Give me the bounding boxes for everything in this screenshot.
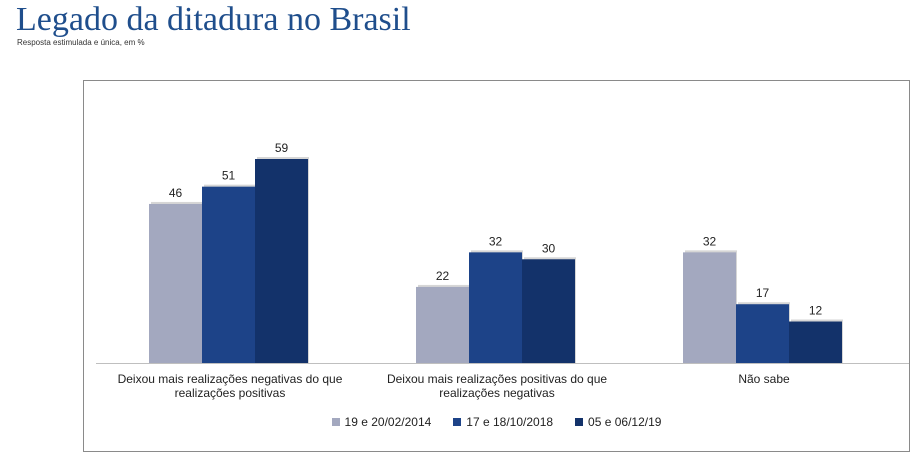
data-label: 32 xyxy=(489,234,503,248)
bar-2-2 xyxy=(789,321,842,363)
data-label: 46 xyxy=(169,186,183,200)
bar-1-1 xyxy=(469,252,522,363)
legend-swatch-2019 xyxy=(575,418,584,426)
legend-label-2018: 17 e 18/10/2018 xyxy=(466,415,554,429)
data-label: 32 xyxy=(703,234,717,248)
legend-swatch-2018 xyxy=(453,418,462,426)
page-title: Legado da ditadura no Brasil xyxy=(16,1,411,38)
page-subtitle: Resposta estimulada e única, em % xyxy=(17,38,145,47)
bar-2-1 xyxy=(522,259,575,363)
bar-0-1 xyxy=(416,286,469,363)
data-label: 30 xyxy=(542,241,556,255)
bar-2-0 xyxy=(255,159,308,363)
chart-frame: 46 51 59 Deixou mais realizações negativas … xyxy=(83,80,910,452)
legend-item-2014: 19 e 20/02/2014 xyxy=(331,415,432,429)
legend-swatch-2014 xyxy=(331,418,340,426)
bar-0-0 xyxy=(149,203,202,363)
category-label: Deixou mais realizações negativas do que xyxy=(118,372,343,386)
legend-label-2019: 05 e 06/12/19 xyxy=(588,415,662,429)
data-label: 17 xyxy=(756,286,770,300)
bar-1-2 xyxy=(736,304,789,363)
bar-1-0 xyxy=(202,186,255,363)
data-label: 22 xyxy=(436,269,450,283)
legend-item-2019: 05 e 06/12/19 xyxy=(575,415,661,429)
bar-0-2 xyxy=(683,252,736,363)
legend-label-2014: 19 e 20/02/2014 xyxy=(344,415,432,429)
bar-chart: 46 51 59 Deixou mais realizações negativas … xyxy=(96,141,909,400)
category-label: realizações negativas xyxy=(439,386,554,400)
category-label: realizações positivas xyxy=(175,386,286,400)
category-label: Não sabe xyxy=(738,372,790,386)
category-label: Deixou mais realizações positivas do que xyxy=(387,372,607,386)
data-label: 59 xyxy=(275,141,289,155)
chart-legend: 19 e 20/02/2014 17 e 18/10/2018 05 e 06/… xyxy=(84,415,909,429)
legend-item-2018: 17 e 18/10/2018 xyxy=(453,415,553,429)
data-label: 51 xyxy=(222,169,236,183)
data-label: 12 xyxy=(809,304,823,318)
